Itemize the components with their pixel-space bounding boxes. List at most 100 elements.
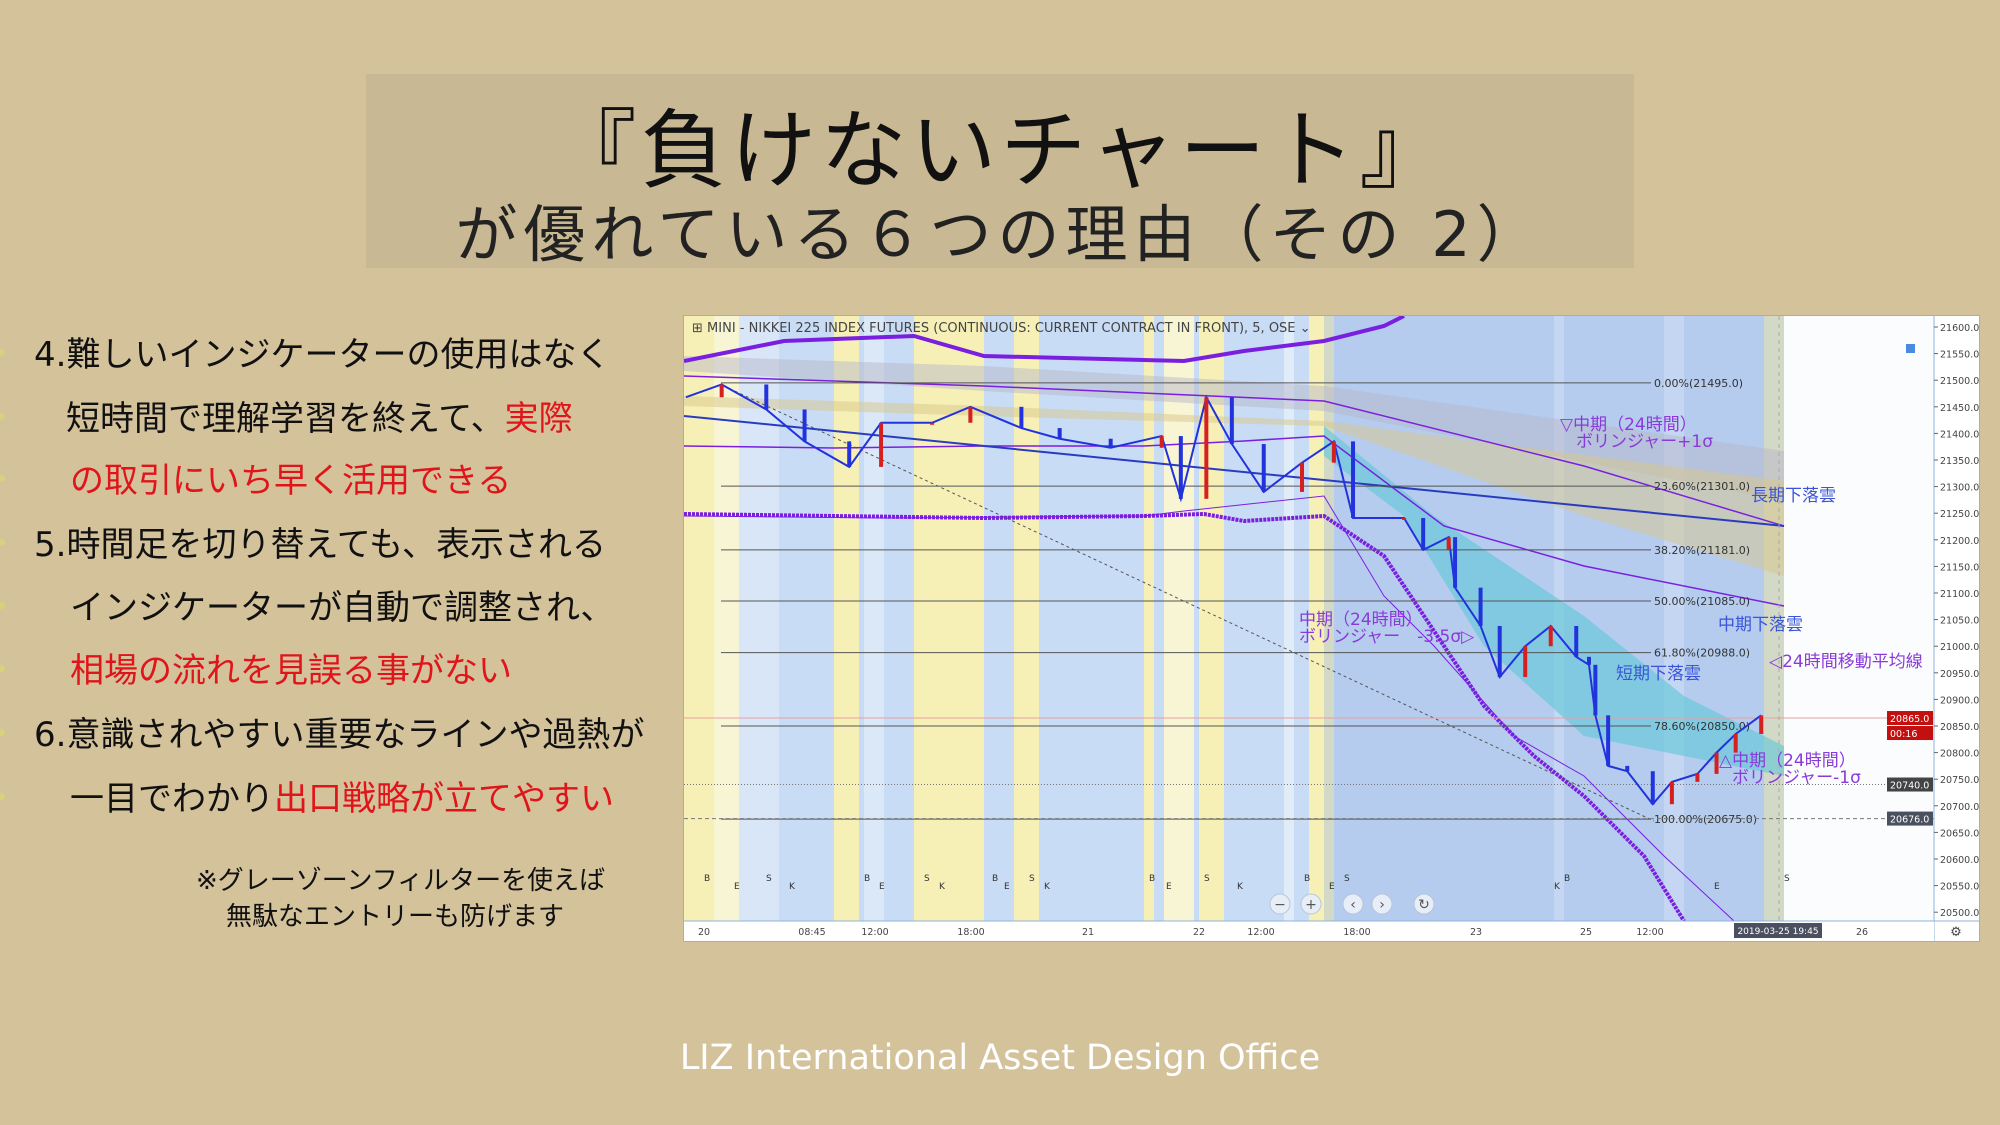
session-mark: K	[1237, 882, 1244, 892]
reason-line: 4.難しいインジケーターの使用はなく	[34, 327, 610, 376]
candle	[1300, 462, 1305, 492]
annotation-bb-minus1-l2: ボリンジャー-1σ	[1732, 768, 1861, 788]
reset-chart-button[interactable]: ↻	[1413, 893, 1435, 915]
candle	[879, 422, 884, 467]
candle	[1523, 646, 1528, 678]
session-mark: K	[789, 882, 796, 892]
moving-average-24h-line	[684, 435, 1785, 607]
price-label: 20850.0	[1940, 722, 1979, 733]
scroll-forward-icon: ›	[1379, 897, 1385, 913]
price-marker-tag: 20740.0	[1890, 781, 1929, 792]
bullet-icon	[0, 665, 5, 672]
chart-symbol-title[interactable]: ⊞ MINI - NIKKEI 225 INDEX FUTURES (CONTI…	[692, 321, 1311, 336]
time-label: 18:00	[1343, 927, 1370, 938]
scroll-forward-button[interactable]: ›	[1371, 893, 1393, 915]
settings-gear-icon[interactable]: ⚙	[1950, 925, 1962, 940]
scroll-back-button[interactable]: ‹	[1342, 893, 1364, 915]
session-band	[1144, 316, 1154, 921]
countdown-tag-bg	[1887, 726, 1933, 741]
bollinger-upper-line	[684, 316, 1405, 364]
session-mark: K	[1044, 882, 1051, 892]
scroll-back-button-bg	[1342, 893, 1364, 915]
session-mark: S	[924, 874, 930, 884]
price-label: 20950.0	[1940, 669, 1979, 680]
bollinger-minus35-line	[684, 511, 1686, 923]
candle	[1478, 587, 1483, 626]
bullet-icon	[0, 475, 5, 482]
fib-label: 38.20%(21181.0)	[1654, 544, 1750, 557]
long-term-line	[684, 415, 1785, 527]
candle	[1650, 771, 1655, 805]
session-band	[864, 316, 884, 921]
time-label: 08:45	[798, 927, 825, 938]
annotation-ma24: ◁24時間移動平均線	[1769, 652, 1923, 672]
time-axis	[684, 921, 1934, 941]
slide-subtitle: が優れている６つの理由（その 2）	[455, 198, 1545, 271]
bullet-icon	[0, 793, 5, 800]
price-label: 21000.0	[1940, 642, 1979, 653]
time-label: 20	[698, 927, 710, 938]
reason-line: の取引にいち早く活用できる	[70, 453, 511, 502]
bullet-icon	[0, 602, 5, 609]
note-line-2: 無駄なエントリーも防げます	[226, 902, 565, 932]
highlight-text: 出口戦略が立てやすい	[274, 779, 614, 819]
time-label: 18:00	[957, 927, 984, 938]
reason-text: 4.難しいインジケーターの使用はなく	[34, 335, 611, 375]
candle	[1402, 517, 1407, 520]
session-mark: E	[1329, 882, 1335, 892]
bullet-icon	[0, 539, 5, 546]
chevron-down-icon[interactable]: ⌄	[1299, 321, 1311, 336]
time-label: 25	[1580, 927, 1592, 938]
expand-icon[interactable]: ⊞	[692, 321, 703, 336]
countdown-tag: 00:16	[1890, 729, 1917, 740]
reason-line: 5.時間足を切り替えても、表示される	[34, 517, 606, 566]
reason-text: インジケーターが自動で調整され、	[70, 588, 615, 628]
price-label: 21350.0	[1940, 456, 1979, 467]
note-line-1: ※グレーゾーンフィルターを使えば	[196, 866, 606, 896]
session-mark: S	[1344, 874, 1350, 884]
price-label: 21550.0	[1940, 350, 1979, 361]
session-band	[834, 316, 859, 921]
object-tree-icon[interactable]	[1906, 344, 1915, 353]
session-band	[1309, 316, 1334, 921]
annotation-bb-minus35-l2: ボリンジャー -3.5σ▷	[1299, 627, 1475, 647]
price-label: 21050.0	[1940, 616, 1979, 627]
zoom-in-button[interactable]: +	[1300, 893, 1322, 915]
price-label: 20900.0	[1940, 695, 1979, 706]
candle	[1586, 656, 1591, 665]
annotation-bb-minus1-l1: △中期（24時間）	[1719, 751, 1856, 771]
price-chart[interactable]: 0.00%(21495.0) 23.60%(21301.0) 38.20%(2118…	[683, 315, 1980, 942]
annotation-bb-minus35-l1: 中期（24時間）	[1299, 610, 1423, 630]
bullet-icon	[0, 349, 5, 356]
candle	[1574, 625, 1579, 657]
time-label: 12:00	[1636, 927, 1663, 938]
fib-label: 78.60%(20850.0)	[1654, 720, 1750, 733]
time-cursor-tag: 2019-03-25 19:45	[1737, 927, 1818, 937]
last-price-tag: 20865.0	[1890, 714, 1929, 725]
session-band	[714, 316, 739, 921]
price-marker-tag-bg	[1887, 777, 1933, 792]
time-label: 12:00	[861, 927, 888, 938]
zoom-out-button[interactable]: −	[1269, 893, 1291, 915]
chart-canvas[interactable]: 0.00%(21495.0) 23.60%(21301.0) 38.20%(2118…	[684, 316, 1979, 941]
session-mark: S	[1204, 874, 1210, 884]
price-label: 20650.0	[1940, 828, 1979, 839]
reason-text: 6.意識されやすい重要なラインや過熱が	[34, 715, 645, 755]
price-label: 20800.0	[1940, 749, 1979, 760]
highlight-text: 相場の流れを見誤る事がない	[70, 651, 512, 691]
annotation-short-cloud: 短期下落雲	[1616, 664, 1701, 684]
price-axis	[1934, 316, 1979, 941]
candle	[1229, 397, 1234, 445]
candle	[1057, 428, 1062, 439]
bullet-icon	[0, 413, 5, 420]
scroll-back-icon: ‹	[1350, 897, 1356, 913]
candle	[1714, 752, 1719, 774]
fib-label: 23.60%(21301.0)	[1654, 480, 1750, 493]
price-label: 20750.0	[1940, 775, 1979, 786]
price-label: 21600.0	[1940, 323, 1979, 334]
session-mark: B	[1304, 874, 1310, 884]
candle	[1669, 781, 1674, 805]
price-label: 20600.0	[1940, 855, 1979, 866]
candle	[802, 409, 807, 442]
time-label: 12:00	[1247, 927, 1274, 938]
